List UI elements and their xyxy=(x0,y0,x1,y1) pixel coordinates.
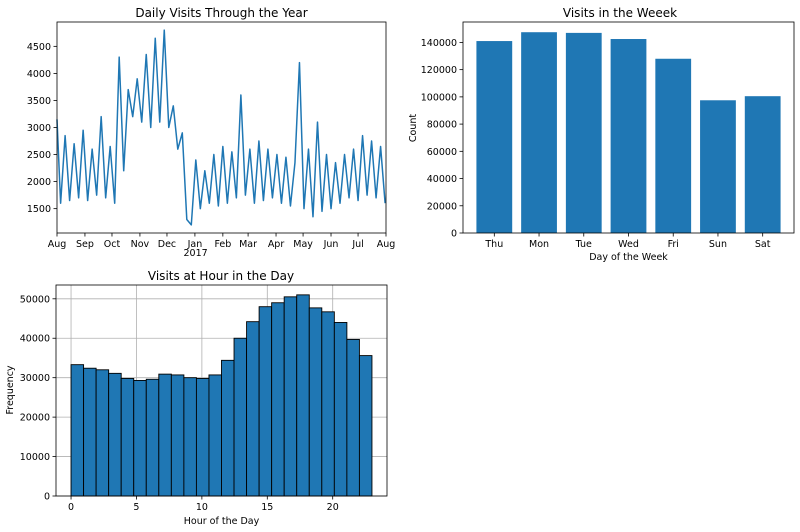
histogram-bar xyxy=(233,337,248,497)
histogram-bar xyxy=(195,378,210,497)
y-tick-label: 4000 xyxy=(27,69,51,80)
y-tick-label: 3500 xyxy=(27,96,51,107)
y-tick-label: 80000 xyxy=(427,120,457,131)
bar-sun xyxy=(700,100,736,233)
axes-frame xyxy=(55,284,388,497)
histogram-bar xyxy=(221,359,235,497)
x-axis-label: Day of the Week xyxy=(589,252,668,263)
axes-frame xyxy=(462,21,795,234)
bar-sat xyxy=(744,96,781,233)
histogram-bar xyxy=(308,307,323,497)
x-tick-label: Sun xyxy=(709,239,727,250)
bars xyxy=(70,294,373,497)
histogram-bar xyxy=(108,372,122,497)
x-tick-label: Aug xyxy=(377,239,396,250)
axes-frame xyxy=(56,21,387,234)
x-axis-label: Hour of the Day xyxy=(184,516,260,527)
x-tick-label: 15 xyxy=(261,502,273,513)
chart-hourly-visits: Visits at Hour in the Day 0 5 10 15 20 0 10000… xyxy=(5,269,388,527)
y-tick-label: 20000 xyxy=(427,201,457,212)
x-tick-label: 5 xyxy=(133,502,139,513)
x-tick-label: Wed xyxy=(618,239,639,250)
x-tick-label: Oct xyxy=(104,239,121,250)
histogram-bar xyxy=(95,369,110,497)
bar-mon xyxy=(521,32,557,233)
bar-thu xyxy=(476,41,513,234)
histogram-bar xyxy=(145,378,160,497)
bars xyxy=(476,32,781,234)
histogram-bar xyxy=(333,322,348,497)
x-tick-label: Fri xyxy=(668,239,679,250)
chart-title: Daily Visits Through the Year xyxy=(135,6,307,20)
histogram-bar xyxy=(271,302,285,497)
x-tick-label: 0 xyxy=(68,502,74,513)
x-tick-label: Jan xyxy=(187,239,203,250)
chart-title: Visits in the Weeek xyxy=(563,6,677,20)
histogram-bar xyxy=(183,377,197,497)
histogram-bar xyxy=(83,367,97,497)
y-tick-label: 10000 xyxy=(20,452,50,463)
y-tick-label: 2000 xyxy=(27,177,51,188)
y-tick-label: 1500 xyxy=(27,204,51,215)
x-tick-label: Mar xyxy=(239,239,257,250)
x-tick-label: 10 xyxy=(196,502,208,513)
bar-tue xyxy=(565,32,602,234)
bar-fri xyxy=(655,58,692,233)
y-tick-label: 2500 xyxy=(27,150,51,161)
series-line xyxy=(56,29,386,226)
x-tick-label: Mon xyxy=(529,239,549,250)
histogram-bar xyxy=(158,373,172,497)
y-axis-label: Frequency xyxy=(5,365,16,414)
y-tick-label: 30000 xyxy=(20,373,50,384)
x-tick-label: Thu xyxy=(484,239,503,250)
histogram-bar xyxy=(358,355,373,497)
ticks: Aug Sep Oct Nov Dec Jan Feb Mar Apr May Jun Jul Aug 1… xyxy=(27,42,395,250)
y-tick-label: 40000 xyxy=(427,174,457,185)
chart-weekday-visits: Visits in the Weeek Thu Mon Tue Wed Fri Sun Sa… xyxy=(408,6,795,263)
y-tick-label: 0 xyxy=(44,492,50,503)
y-tick-label: 40000 xyxy=(20,334,50,345)
histogram-bar xyxy=(133,379,147,497)
y-tick-label: 60000 xyxy=(427,147,457,158)
histogram-bar xyxy=(120,378,135,497)
x-tick-label: Sep xyxy=(76,239,94,250)
bar-wed xyxy=(610,39,647,233)
y-tick-label: 4500 xyxy=(27,42,51,53)
x-tick-label: Jun xyxy=(323,239,339,250)
histogram-bar xyxy=(346,338,360,497)
x-tick-label: Aug xyxy=(48,239,67,250)
x-tick-label: 20 xyxy=(327,502,339,513)
y-tick-label: 3000 xyxy=(27,123,51,134)
y-axis-label: Count xyxy=(408,114,419,142)
x-tick-label: Apr xyxy=(268,239,285,250)
y-tick-label: 100000 xyxy=(421,92,457,103)
histogram-bar xyxy=(296,294,310,497)
histogram-bar xyxy=(170,374,185,497)
y-tick-label: 120000 xyxy=(421,65,457,76)
x-tick-label: Nov xyxy=(131,239,150,250)
x-tick-label: Sat xyxy=(755,239,771,250)
histogram-bar xyxy=(246,321,260,497)
histogram-bar xyxy=(70,364,85,497)
x-tick-label: Dec xyxy=(158,239,176,250)
chart-title: Visits at Hour in the Day xyxy=(148,269,294,283)
x-tick-label: May xyxy=(293,239,313,250)
histogram-bar xyxy=(283,296,298,497)
histogram-bar xyxy=(258,306,273,497)
x-tick-label: Tue xyxy=(575,239,592,250)
y-tick-label: 20000 xyxy=(20,413,50,424)
y-tick-label: 50000 xyxy=(20,294,50,305)
chart-daily-visits: Daily Visits Through the Year Aug Sep Oct N… xyxy=(27,6,395,259)
y-tick-label: 0 xyxy=(451,229,457,240)
x-tick-label: Jul xyxy=(351,239,363,250)
x-tick-label: Feb xyxy=(214,239,231,250)
ticks: Thu Mon Tue Wed Fri Sun Sat 0 20000 40000 60000 800… xyxy=(421,38,771,250)
histogram-bar xyxy=(208,374,222,497)
histogram-bar xyxy=(321,311,335,497)
y-tick-label: 140000 xyxy=(421,38,457,49)
year-label: 2017 xyxy=(184,248,208,259)
ticks: 0 5 10 15 20 0 10000 20000 30000 40000 50000 xyxy=(20,294,339,513)
